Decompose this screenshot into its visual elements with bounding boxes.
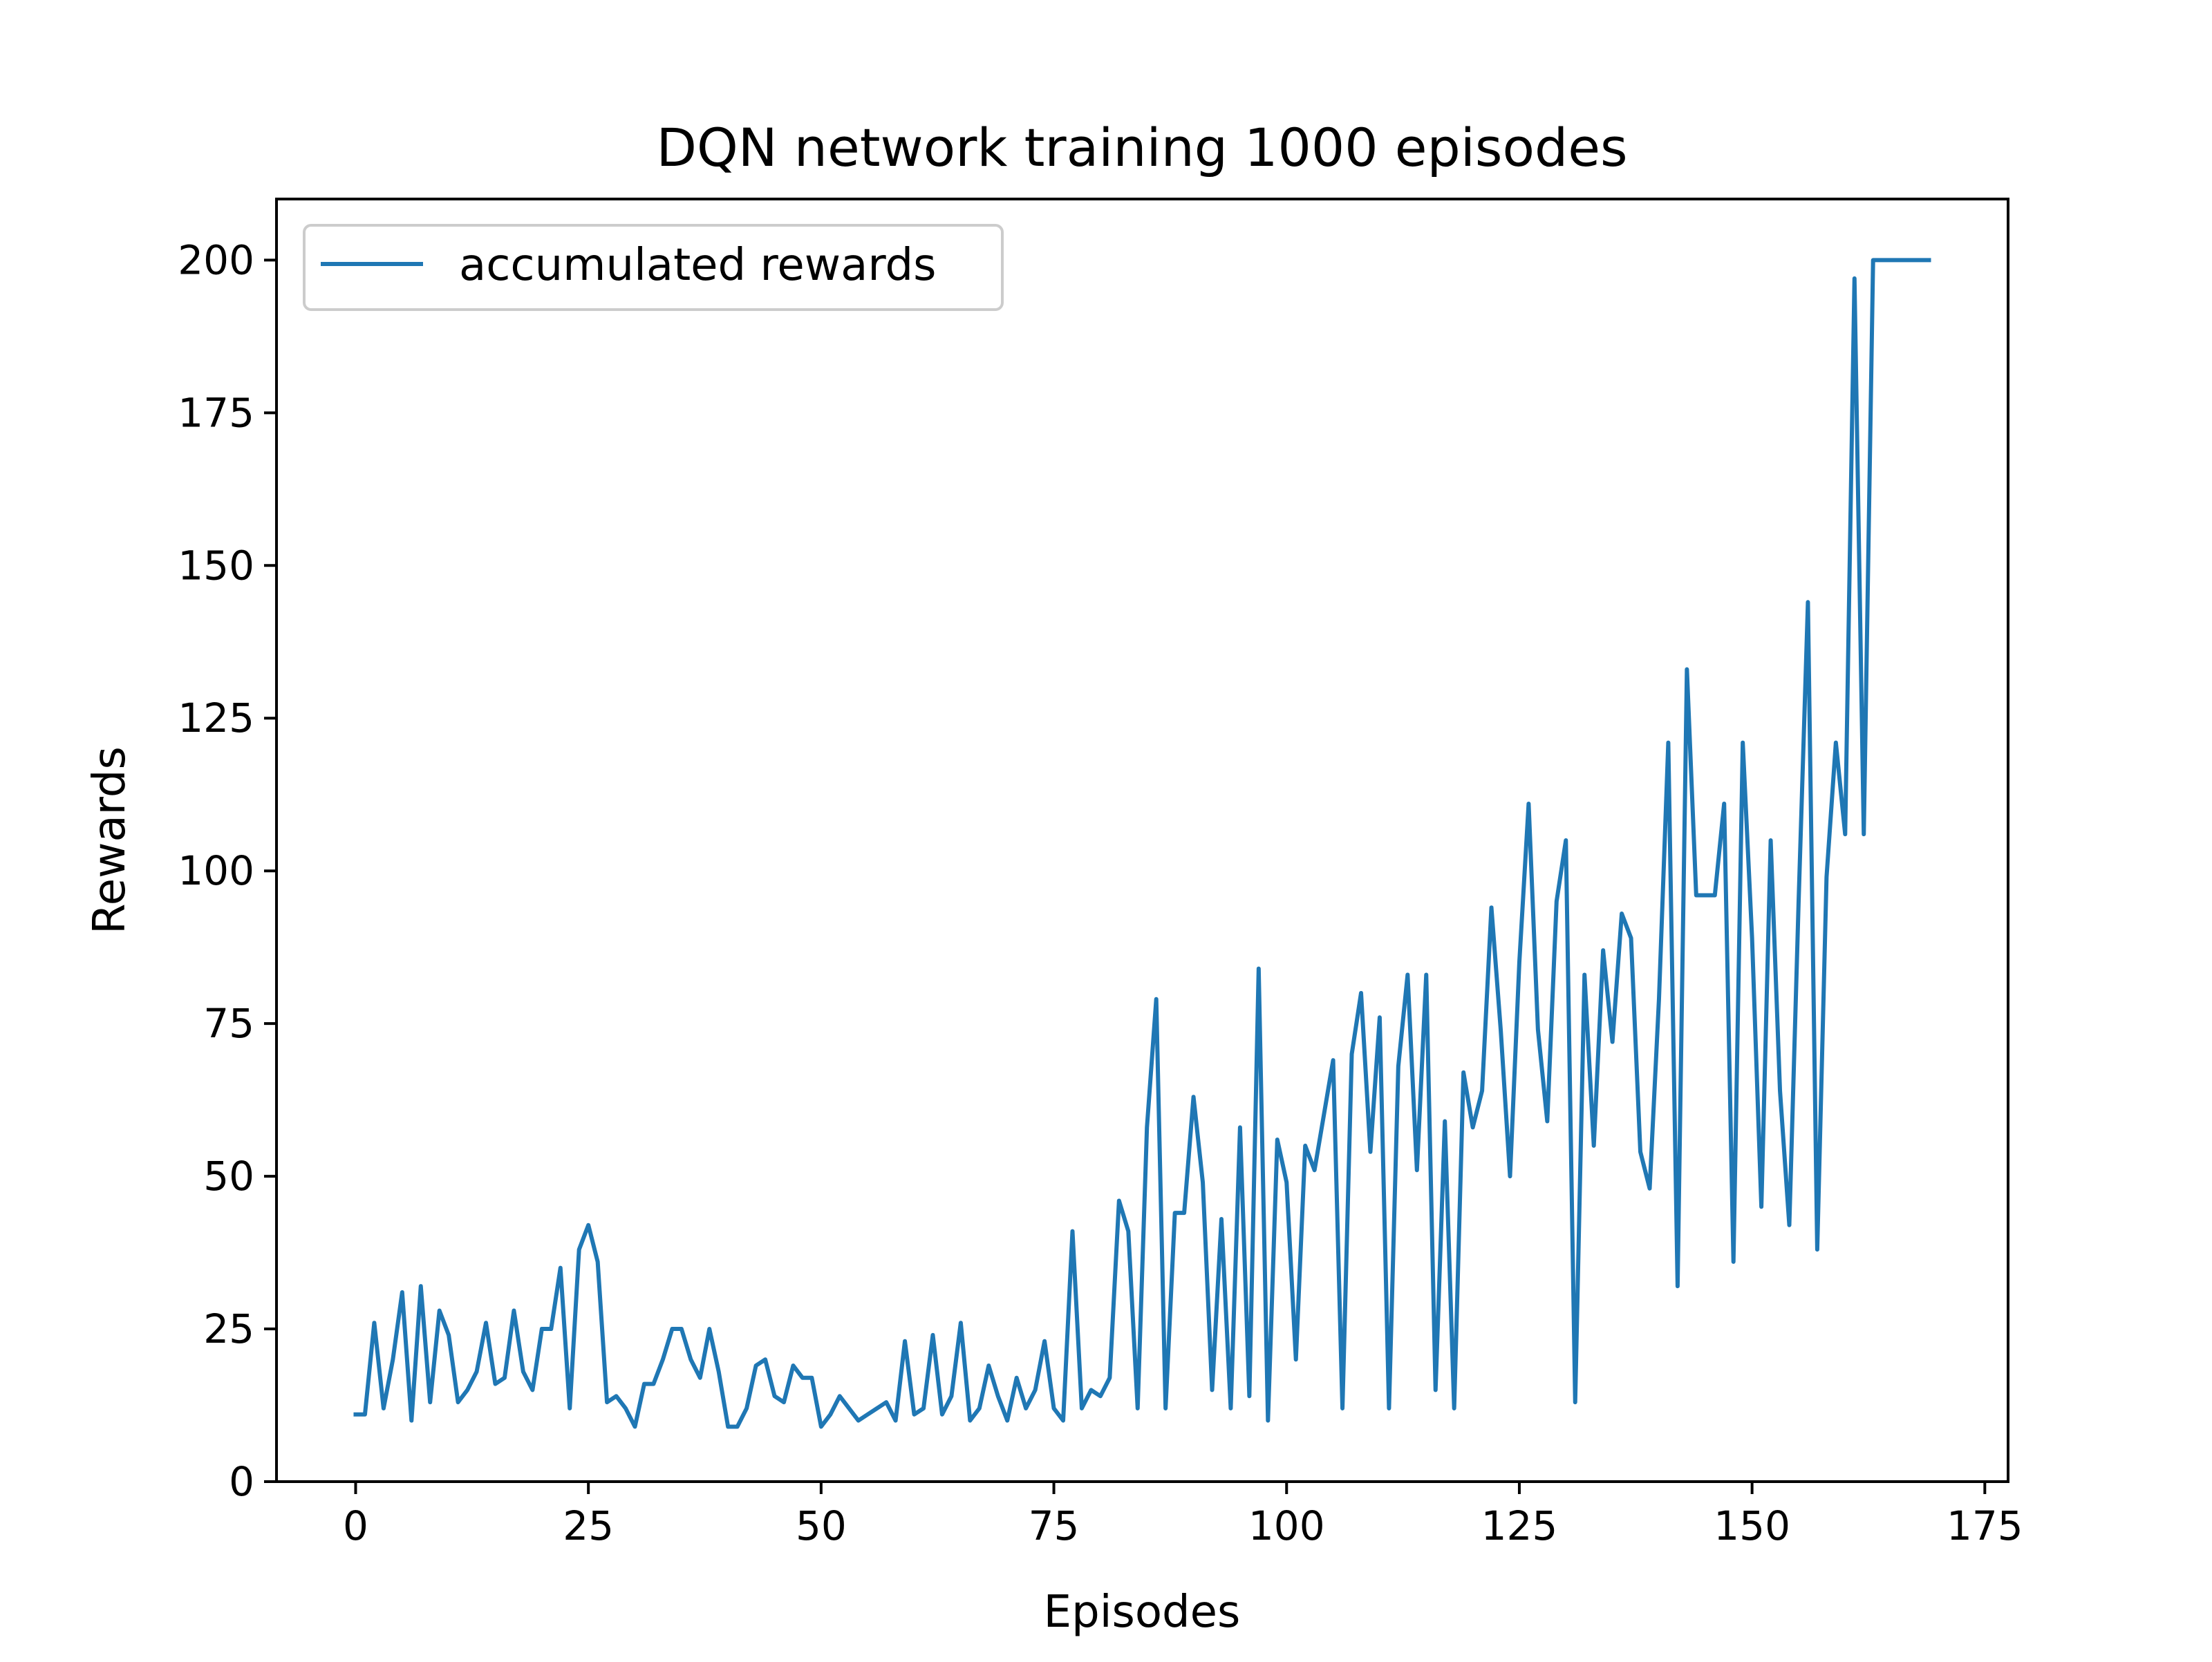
legend-box <box>303 224 1004 311</box>
y-tick-label: 200 <box>178 236 254 283</box>
x-tick-label: 125 <box>1481 1502 1558 1549</box>
x-tick-label: 100 <box>1248 1502 1325 1549</box>
x-tick-label: 175 <box>1947 1502 2023 1549</box>
y-tick-label: 100 <box>178 847 254 894</box>
y-tick-label: 75 <box>203 1000 254 1047</box>
x-tick-label: 25 <box>563 1502 614 1549</box>
y-tick-label: 175 <box>178 389 254 436</box>
plot-frame <box>275 198 2009 1483</box>
legend-label: accumulated rewards <box>459 240 937 291</box>
x-tick-label: 0 <box>343 1502 368 1549</box>
series-area <box>353 258 1931 1429</box>
y-tick-label: 25 <box>203 1305 254 1352</box>
x-tick-label: 50 <box>796 1502 847 1549</box>
y-tick-label: 50 <box>203 1153 254 1200</box>
y-axis-label: Rewards <box>84 746 135 934</box>
x-axis-label: Episodes <box>1044 1587 1241 1638</box>
chart-title: DQN network training 1000 episodes <box>656 117 1627 178</box>
legend: accumulated rewards <box>303 224 1004 311</box>
y-tick-label: 125 <box>178 695 254 742</box>
x-tick-label: 75 <box>1029 1502 1080 1549</box>
y-tick-label: 150 <box>178 542 254 589</box>
y-tick-label: 0 <box>229 1458 254 1505</box>
axes: 0 25 50 75 100 125 150 175 0 25 50 75 100 125 150 175 20… <box>178 236 2023 1549</box>
x-tick-label: 150 <box>1714 1502 1790 1549</box>
series-line <box>353 258 1931 1429</box>
